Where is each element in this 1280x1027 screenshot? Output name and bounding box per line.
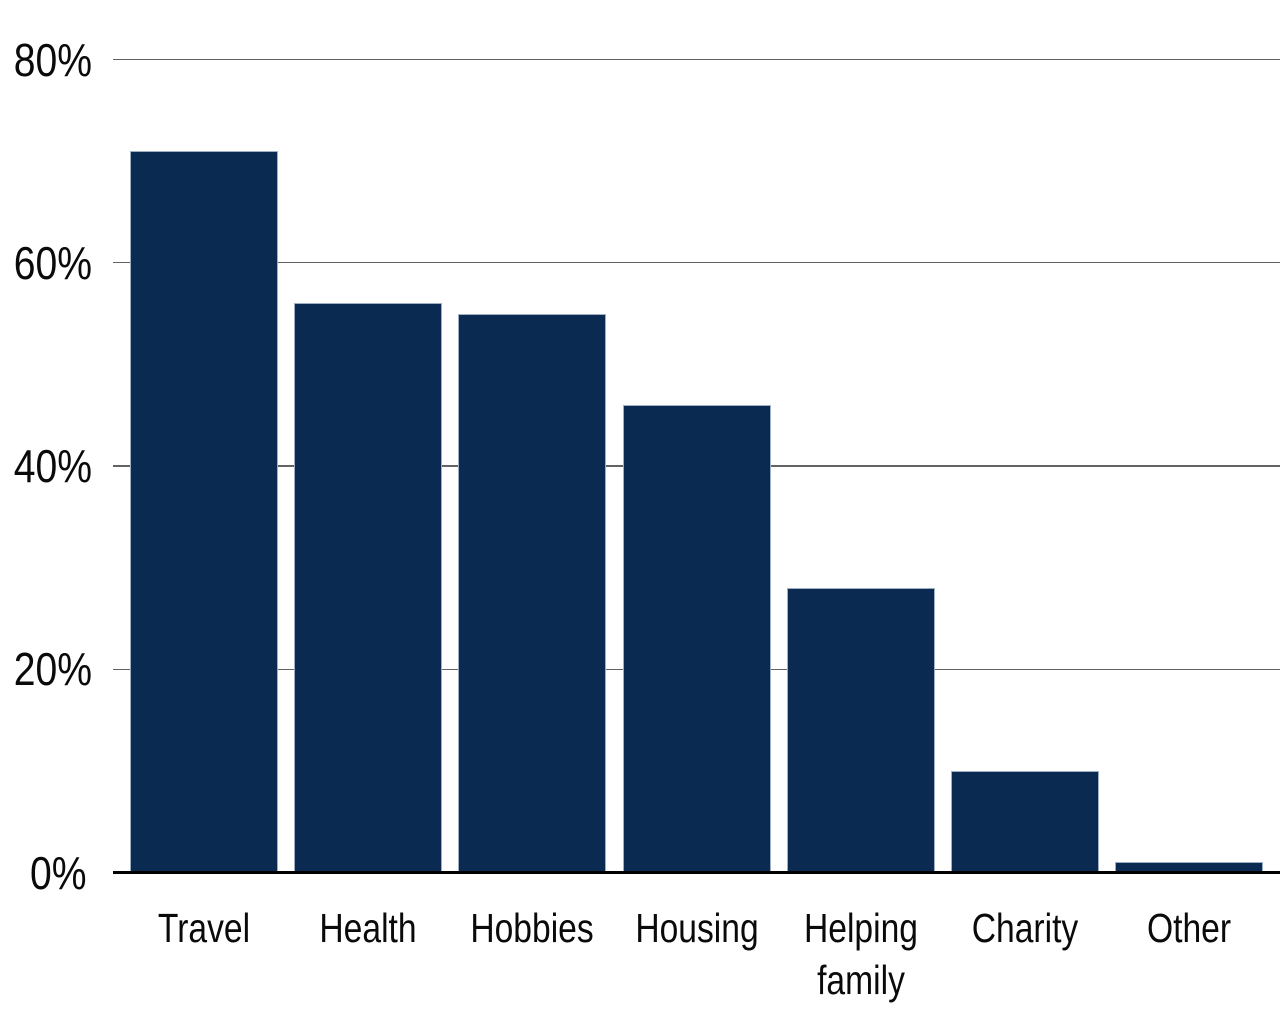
x-axis-label-hobbies: Hobbies	[442, 902, 622, 954]
gridline-60	[113, 262, 1280, 264]
x-axis-label-line: Travel	[157, 905, 251, 951]
x-axis-label-line: Helping	[803, 905, 918, 951]
x-axis-label-housing: Housing	[607, 902, 787, 954]
y-tick-label-40: 40%	[0, 438, 92, 494]
x-axis-line	[113, 870, 1280, 875]
x-axis-label-line: Hobbies	[470, 905, 595, 951]
y-tick-text: 40%	[13, 440, 93, 492]
bar-hobbies	[458, 313, 607, 874]
bar-helping-family	[786, 587, 935, 874]
bar-housing	[622, 405, 771, 874]
x-axis-label-line: family	[816, 957, 905, 1003]
bar-charity	[951, 770, 1099, 874]
y-tick-text: 20%	[13, 643, 93, 696]
x-axis-label-charity: Charity	[935, 902, 1115, 954]
x-axis-label-line: Housing	[634, 905, 759, 951]
x-axis-label-line: Charity	[971, 905, 1079, 951]
x-axis-label-line: Other	[1147, 905, 1232, 951]
bar-other	[1115, 862, 1264, 874]
x-axis-label-helping-family: Helping family	[771, 902, 951, 1006]
y-tick-label-80: 80%	[0, 32, 92, 88]
x-axis-label-other: Other	[1099, 902, 1279, 954]
y-tick-label-0: 0%	[0, 845, 86, 901]
bar-health	[294, 303, 443, 874]
x-axis-label-health: Health	[278, 902, 458, 954]
gridline-80	[113, 58, 1280, 61]
y-tick-text: 0%	[29, 846, 86, 899]
y-tick-label-60: 60%	[0, 235, 92, 291]
bar-travel	[130, 150, 278, 874]
y-tick-text: 60%	[13, 236, 93, 289]
x-axis-label-travel: Travel	[114, 902, 294, 954]
y-tick-label-20: 20%	[0, 641, 92, 697]
y-tick-text: 80%	[13, 33, 93, 86]
x-axis-label-line: Health	[319, 905, 417, 951]
